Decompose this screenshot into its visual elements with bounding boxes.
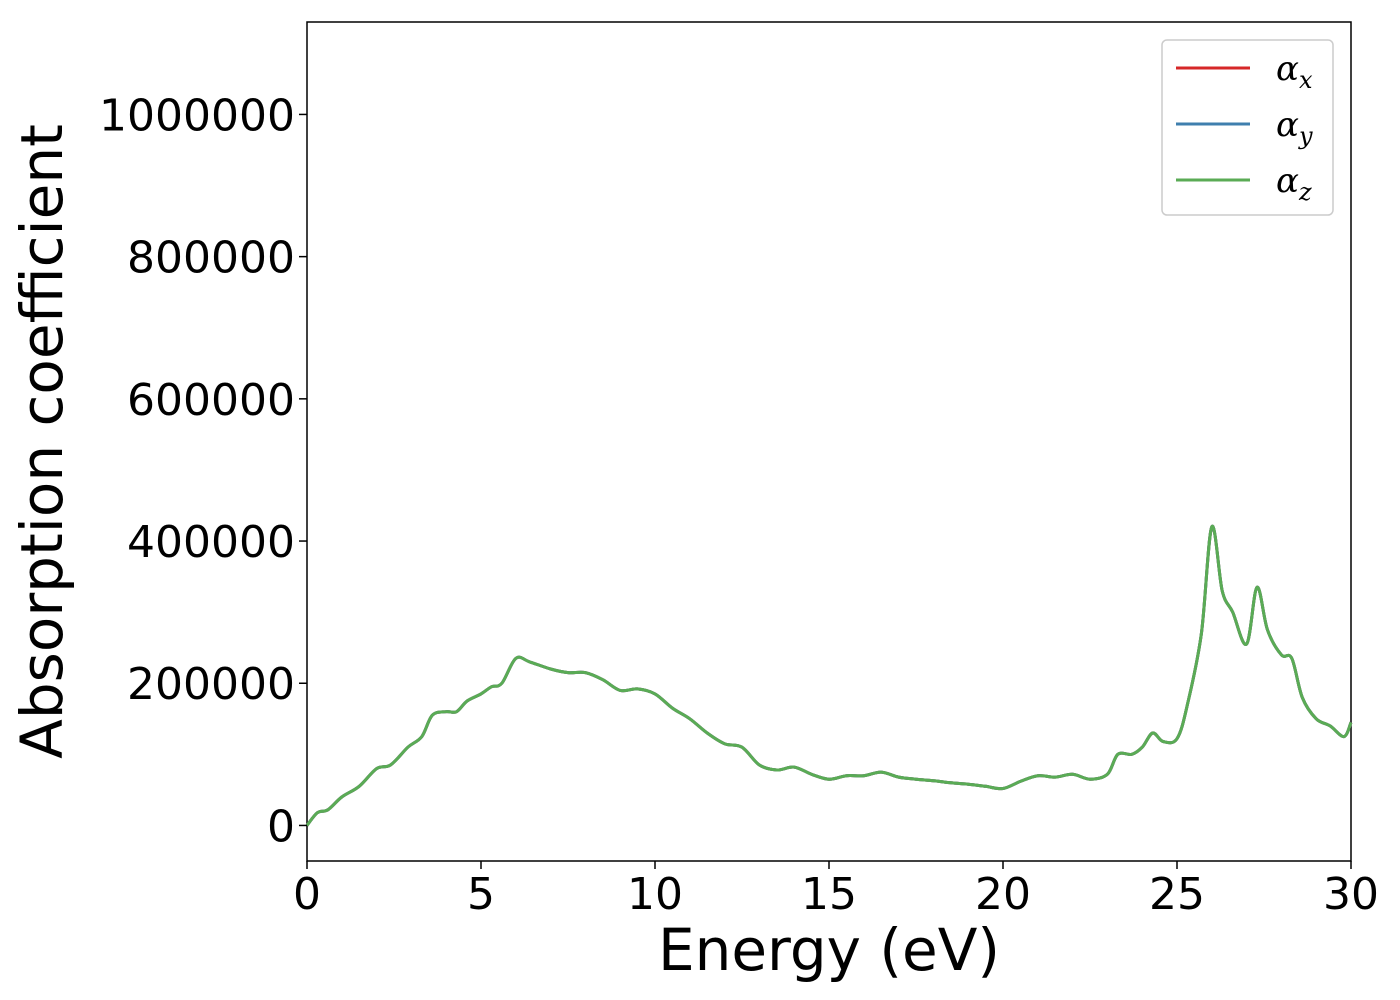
legend-box <box>1161 39 1334 216</box>
x-tick-label: 5 <box>467 869 495 920</box>
legend-symbol: α <box>1276 49 1299 89</box>
legend-label-z: αz <box>1276 161 1312 206</box>
x-tick-label: 0 <box>293 869 321 920</box>
y-tick-label: 1000000 <box>99 90 295 141</box>
legend-label-y: αy <box>1276 105 1313 150</box>
legend-label-x: αx <box>1276 49 1313 94</box>
x-tick-label: 25 <box>1149 869 1205 920</box>
y-tick-label: 200000 <box>127 659 295 710</box>
y-tick-label: 0 <box>267 801 295 852</box>
y-tick-label: 400000 <box>127 517 295 568</box>
y-tick-label: 800000 <box>127 233 295 284</box>
legend-subscript: x <box>1299 66 1313 94</box>
x-tick-label: 20 <box>975 869 1031 920</box>
x-axis-title: Energy (eV) <box>658 916 1000 984</box>
legend-symbol: α <box>1276 161 1299 201</box>
x-tick-label: 30 <box>1323 869 1379 920</box>
y-tick-label: 600000 <box>127 375 295 426</box>
x-axis: 0 5 10 15 20 25 30 <box>293 861 1379 920</box>
series-line-2 <box>305 525 1353 827</box>
legend-subscript: z <box>1298 178 1312 206</box>
x-tick-label: 10 <box>627 869 683 920</box>
y-axis: 0 200000 400000 600000 800000 1000000 <box>99 90 307 852</box>
series-layer <box>305 525 1353 827</box>
legend-subscript: y <box>1298 122 1313 150</box>
y-axis-title: Absorption coefficient <box>8 124 76 759</box>
x-tick-label: 15 <box>801 869 857 920</box>
legend-symbol: α <box>1276 105 1299 145</box>
